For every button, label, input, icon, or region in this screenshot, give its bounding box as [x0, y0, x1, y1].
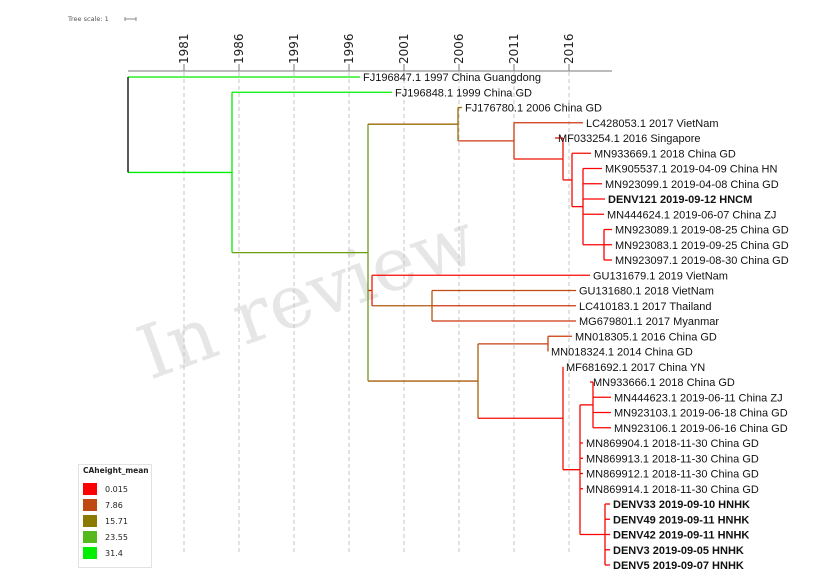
axis-tick-label: 2016 — [562, 33, 576, 64]
tip-label: GU131680.1 2018 VietNam — [579, 286, 714, 298]
legend-label: 7.86 — [105, 500, 123, 510]
legend-swatch — [83, 483, 97, 495]
watermark: In review — [127, 196, 487, 397]
axis-tick-label: 2006 — [452, 33, 466, 64]
tree-scale-label: Tree scale: 1 — [67, 15, 109, 23]
legend-label: 15.71 — [105, 516, 128, 526]
legend-swatch — [83, 547, 97, 559]
tip-label: FJ176780.1 2006 China GD — [465, 103, 602, 115]
tip-label: MN923099.1 2019-04-08 China GD — [605, 179, 779, 191]
tip-label: MN869912.1 2018-11-30 China GD — [586, 469, 759, 481]
legend-swatch — [83, 499, 97, 511]
tip-label: MN444623.1 2019-06-11 China ZJ — [614, 392, 783, 404]
tip-label: MN869913.1 2018-11-30 China GD — [586, 453, 759, 465]
legend-item: 0.015 — [83, 482, 128, 496]
tip-label: MN923083.1 2019-09-25 China GD — [615, 240, 789, 252]
legend-title: CAheight_mean — [83, 466, 149, 475]
legend-label: 31.4 — [105, 548, 123, 558]
legend-item: 15.71 — [83, 514, 128, 528]
tip-label: DENV3 2019-09-05 HNHK — [613, 545, 744, 557]
axis-tick-label: 1981 — [177, 33, 191, 64]
axis-tick-label: 1991 — [287, 33, 301, 64]
tip-label: MN933666.1 2018 China GD — [593, 377, 735, 389]
tip-label: MF681692.1 2017 China YN — [566, 362, 705, 374]
legend-label: 23.55 — [105, 532, 128, 542]
tip-label: MN923103.1 2019-06-18 China GD — [614, 408, 788, 420]
legend-swatch — [83, 531, 97, 543]
tip-label: MN923089.1 2019-08-25 China GD — [615, 225, 789, 237]
axis-tick-label: 1986 — [232, 33, 246, 64]
tip-label: MN933669.1 2018 China GD — [594, 148, 736, 160]
legend-item: 7.86 — [83, 498, 123, 512]
tip-label: LC428053.1 2017 VietNam — [586, 118, 719, 130]
legend-item: 31.4 — [83, 546, 123, 560]
tip-label: MF033254.1 2016 Singapore — [558, 133, 701, 145]
tip-label: MG679801.1 2017 Myanmar — [579, 316, 719, 328]
tip-labels: FJ196847.1 1997 China Guangdong FJ196848.… — [363, 72, 789, 572]
axis-tick-label: 2011 — [507, 33, 521, 64]
tip-label: MN869914.1 2018-11-30 China GD — [586, 484, 759, 496]
tip-label: MN923106.1 2019-06-16 China GD — [614, 423, 788, 435]
tip-label: MN923097.1 2019-08-30 China GD — [615, 255, 789, 267]
color-legend: CAheight_mean 0.015 7.86 15.71 23.55 31.… — [78, 464, 152, 568]
legend-label: 0.015 — [105, 484, 128, 494]
tip-label: DENV33 2019-09-10 HNHK — [613, 499, 750, 511]
tip-label: LC410183.1 2017 Thailand — [579, 301, 712, 313]
time-axis: 1981 1986 1991 1996 2001 2006 2011 2016 — [128, 33, 612, 72]
tip-label: MN018305.1 2016 China GD — [575, 331, 717, 343]
tip-label: MN018324.1 2014 China GD — [551, 347, 693, 359]
axis-tick-label: 1996 — [342, 33, 356, 64]
tip-label: DENV49 2019-09-11 HNHK — [613, 514, 749, 526]
branches — [127, 76, 612, 566]
axis-tick-label: 2001 — [397, 33, 411, 64]
tip-label: GU131679.1 2019 VietNam — [593, 270, 728, 282]
tip-label: MK905537.1 2019-04-09 China HN — [605, 164, 778, 176]
tip-label: MN869904.1 2018-11-30 China GD — [586, 438, 759, 450]
tip-label: MN444624.1 2019-06-07 China ZJ — [607, 209, 776, 221]
tip-label: FJ196848.1 1999 China GD — [395, 87, 532, 99]
tip-label: DENV5 2019-09-07 HNHK — [613, 560, 744, 572]
legend-item: 23.55 — [83, 530, 128, 544]
legend-swatch — [83, 515, 97, 527]
tip-label: DENV42 2019-09-11 HNHK — [613, 530, 749, 542]
tree-scale: Tree scale: 1 — [67, 15, 137, 23]
tip-label: DENV121 2019-09-12 HNCM — [608, 194, 752, 206]
tip-label: FJ196847.1 1997 China Guangdong — [363, 72, 541, 84]
